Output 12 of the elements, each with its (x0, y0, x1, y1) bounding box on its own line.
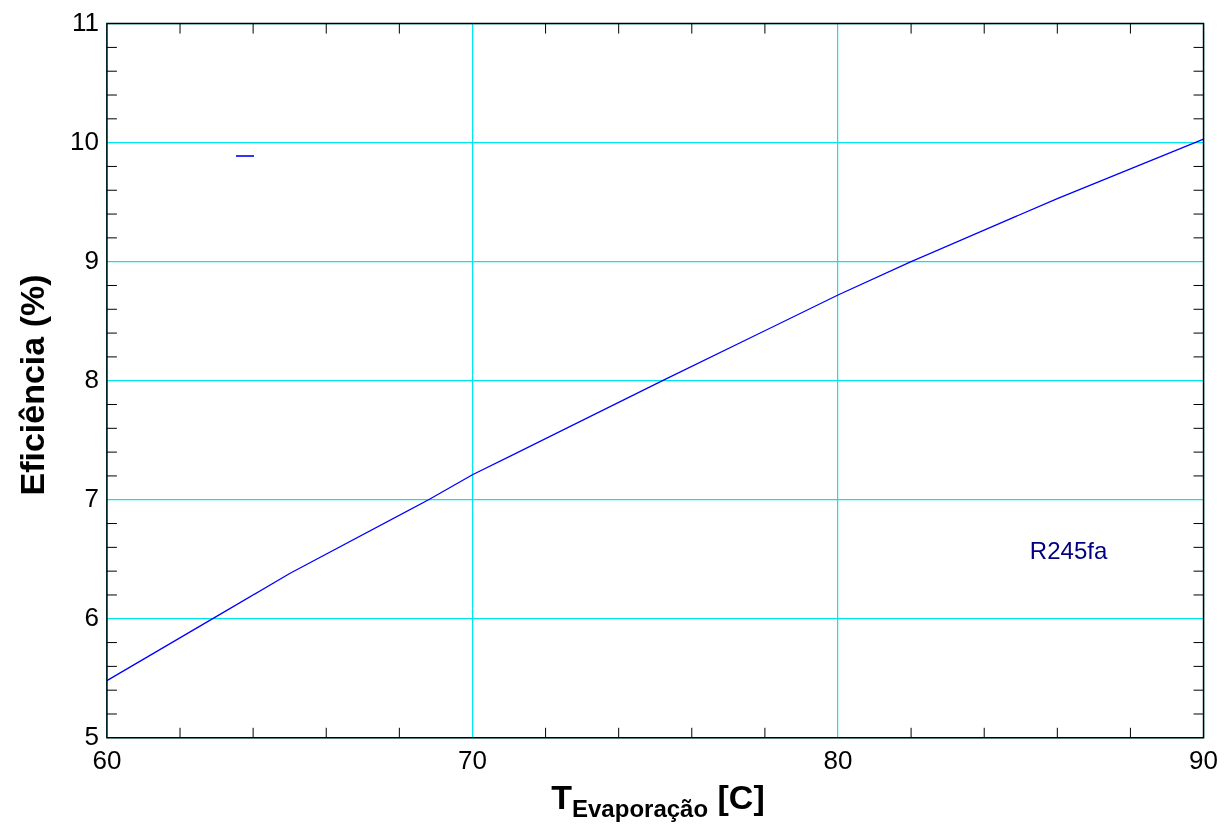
annotation: R245fa (1029, 536, 1108, 564)
y-tick-label: 11 (71, 6, 99, 37)
y-tick-label: 9 (84, 244, 99, 275)
y-tick-label: 8 (84, 363, 99, 394)
y-tick-label: 7 (84, 482, 99, 513)
y-axis-title: Eficiência (%) (12, 274, 52, 496)
x-axis-title: T$_{Evaporação}$ [C] (550, 778, 766, 823)
x-tick-label: 80 (823, 744, 853, 775)
y-tick-label: 10 (70, 125, 99, 156)
y-tick-label: 6 (84, 601, 99, 632)
x-tick-label: 70 (458, 744, 487, 775)
x-tick-label: 90 (1189, 744, 1218, 775)
